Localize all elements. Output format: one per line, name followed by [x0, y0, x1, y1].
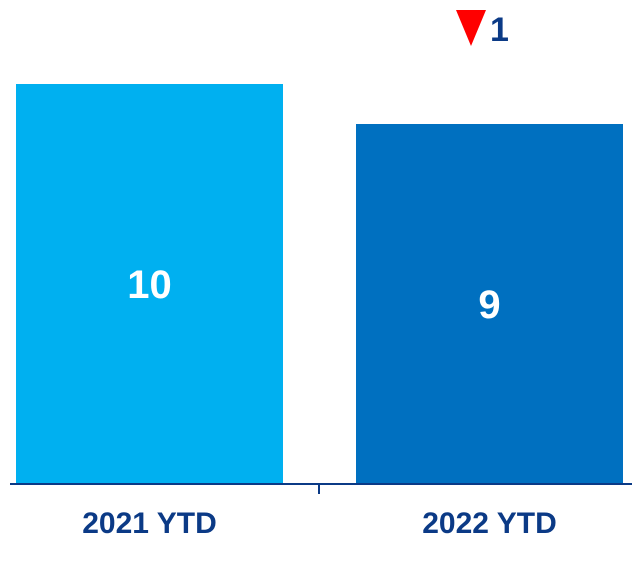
down-arrow-icon [456, 10, 486, 46]
bar-2022-ytd [356, 124, 623, 484]
change-value: 1 [490, 11, 509, 49]
change-indicator: 1 [456, 10, 509, 49]
bar-value-labels: 10 9 [127, 263, 500, 327]
category-label: 2022 YTD [422, 507, 557, 540]
category-label: 2021 YTD [82, 507, 217, 540]
bar-value-label: 10 [127, 263, 172, 307]
bars-group [16, 84, 623, 484]
bar-2021-ytd [16, 84, 283, 484]
category-labels: 2021 YTD 2022 YTD [82, 507, 557, 540]
bar-value-label: 9 [478, 283, 500, 327]
